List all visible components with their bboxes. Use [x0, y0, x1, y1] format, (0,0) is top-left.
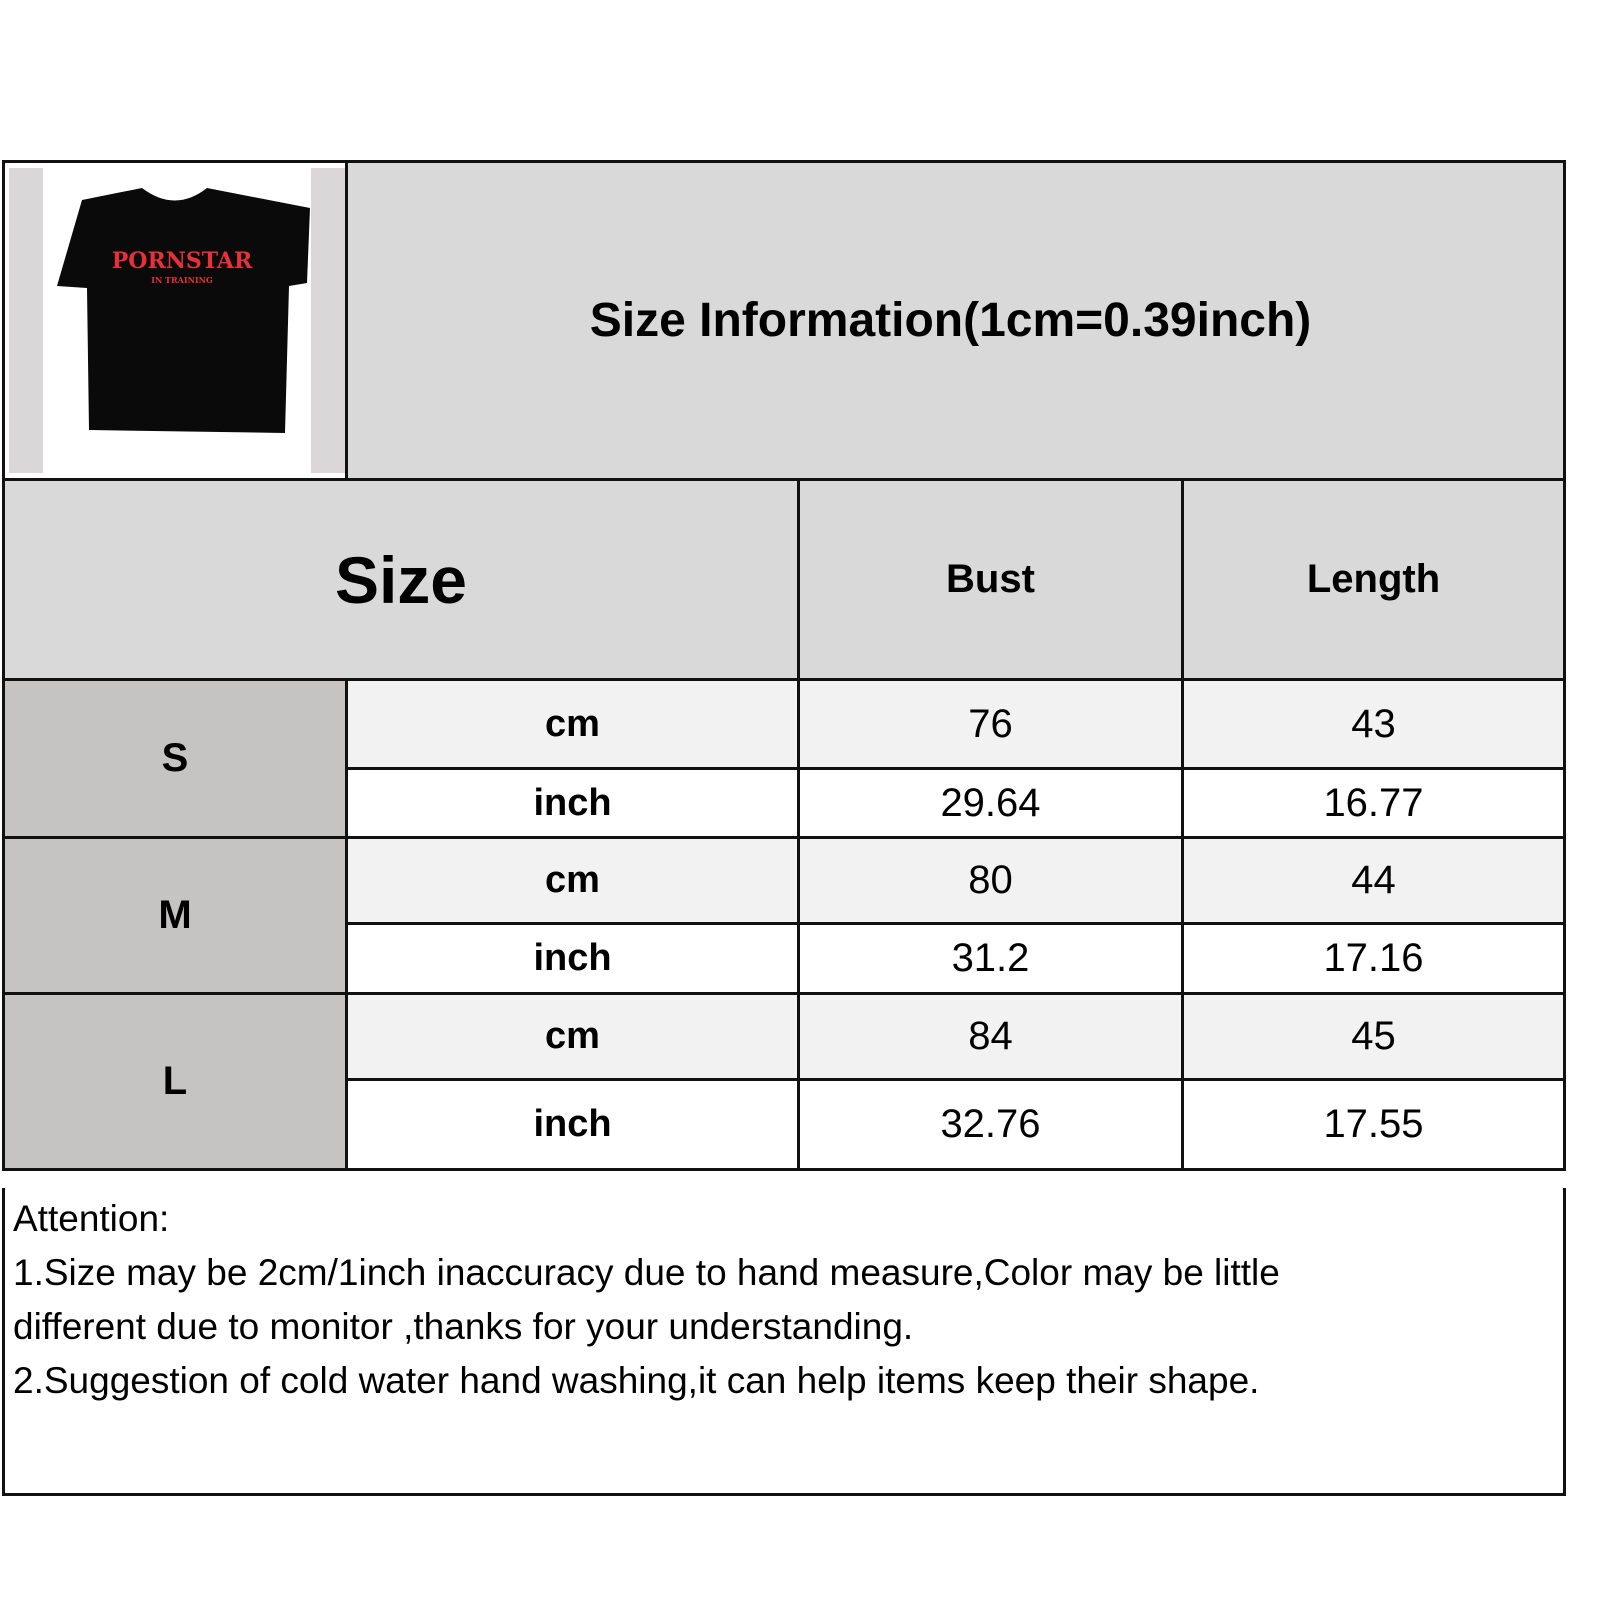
length-cell-text: 45: [1351, 1014, 1396, 1058]
bust-cell-text: 80: [968, 858, 1013, 902]
length-cell: 17.55: [1181, 1078, 1566, 1171]
size-label-cell-text: L: [162, 1059, 188, 1103]
bust-cell-text: 76: [968, 701, 1013, 746]
unit-cell-text: inch: [533, 1103, 612, 1145]
title-cell: Size Information(1cm=0.39inch): [345, 160, 1566, 481]
unit-cell: cm: [345, 678, 800, 770]
notes-line: 1.Size may be 2cm/1inch inaccuracy due t…: [13, 1252, 1280, 1293]
length-cell-text: 17.55: [1323, 1102, 1424, 1146]
print-text-main: PORNSTAR: [112, 248, 253, 274]
unit-cell: cm: [345, 992, 800, 1081]
unit-cell-text: inch: [533, 781, 612, 824]
length-cell: 45: [1181, 992, 1566, 1081]
unit-cell: cm: [345, 836, 800, 925]
unit-cell: inch: [345, 922, 800, 995]
unit-cell-text: cm: [545, 1015, 600, 1057]
length-cell: 43: [1181, 678, 1566, 770]
length-cell-text: 43: [1351, 701, 1396, 746]
unit-cell-text: cm: [545, 859, 600, 901]
tshirt-image: PORNSTAR IN TRAINING: [57, 188, 310, 433]
bust-cell: 29.64: [797, 767, 1184, 839]
notes-line: different due to monitor ,thanks for you…: [13, 1306, 914, 1347]
unit-cell-text: inch: [533, 937, 612, 979]
bust-cell-text: 29.64: [940, 780, 1041, 825]
header-bust-label: Bust: [946, 557, 1035, 601]
length-cell-text: 44: [1351, 858, 1396, 902]
bust-cell-text: 84: [968, 1014, 1013, 1058]
length-cell-text: 16.77: [1323, 780, 1424, 825]
size-label-cell: L: [2, 992, 348, 1171]
bust-cell: 31.2: [797, 922, 1184, 995]
size-label-cell: S: [2, 678, 348, 839]
header-size-label: Size: [334, 542, 468, 617]
unit-cell-text: cm: [545, 702, 600, 745]
unit-cell: inch: [345, 1078, 800, 1171]
bust-cell: 76: [797, 678, 1184, 770]
bust-cell: 84: [797, 992, 1184, 1081]
print-text-sub: IN TRAINING: [151, 275, 213, 285]
length-cell-text: 17.16: [1323, 936, 1424, 980]
bust-cell: 32.76: [797, 1078, 1184, 1171]
length-cell: 16.77: [1181, 767, 1566, 839]
bust-cell: 80: [797, 836, 1184, 925]
size-label-cell-text: M: [158, 893, 192, 937]
bust-cell-text: 31.2: [951, 936, 1030, 980]
bust-cell-text: 32.76: [940, 1102, 1041, 1146]
header-length-label: Length: [1306, 557, 1441, 601]
size-label-cell: M: [2, 836, 348, 995]
notes-line: 2.Suggestion of cold water hand washing,…: [13, 1360, 1260, 1401]
header-size: Size: [2, 478, 800, 681]
size-label-cell-text: S: [161, 736, 189, 780]
header-length: Length: [1181, 478, 1566, 681]
unit-cell: inch: [345, 767, 800, 839]
page-title: Size Information(1cm=0.39inch): [589, 294, 1312, 347]
notes-heading: Attention:: [13, 1198, 170, 1239]
product-image-cell: PORNSTAR IN TRAINING: [2, 160, 348, 481]
length-cell: 17.16: [1181, 922, 1566, 995]
length-cell: 44: [1181, 836, 1566, 925]
header-bust: Bust: [797, 478, 1184, 681]
attention-notes: Attention: 1.Size may be 2cm/1inch inacc…: [2, 1188, 1566, 1496]
